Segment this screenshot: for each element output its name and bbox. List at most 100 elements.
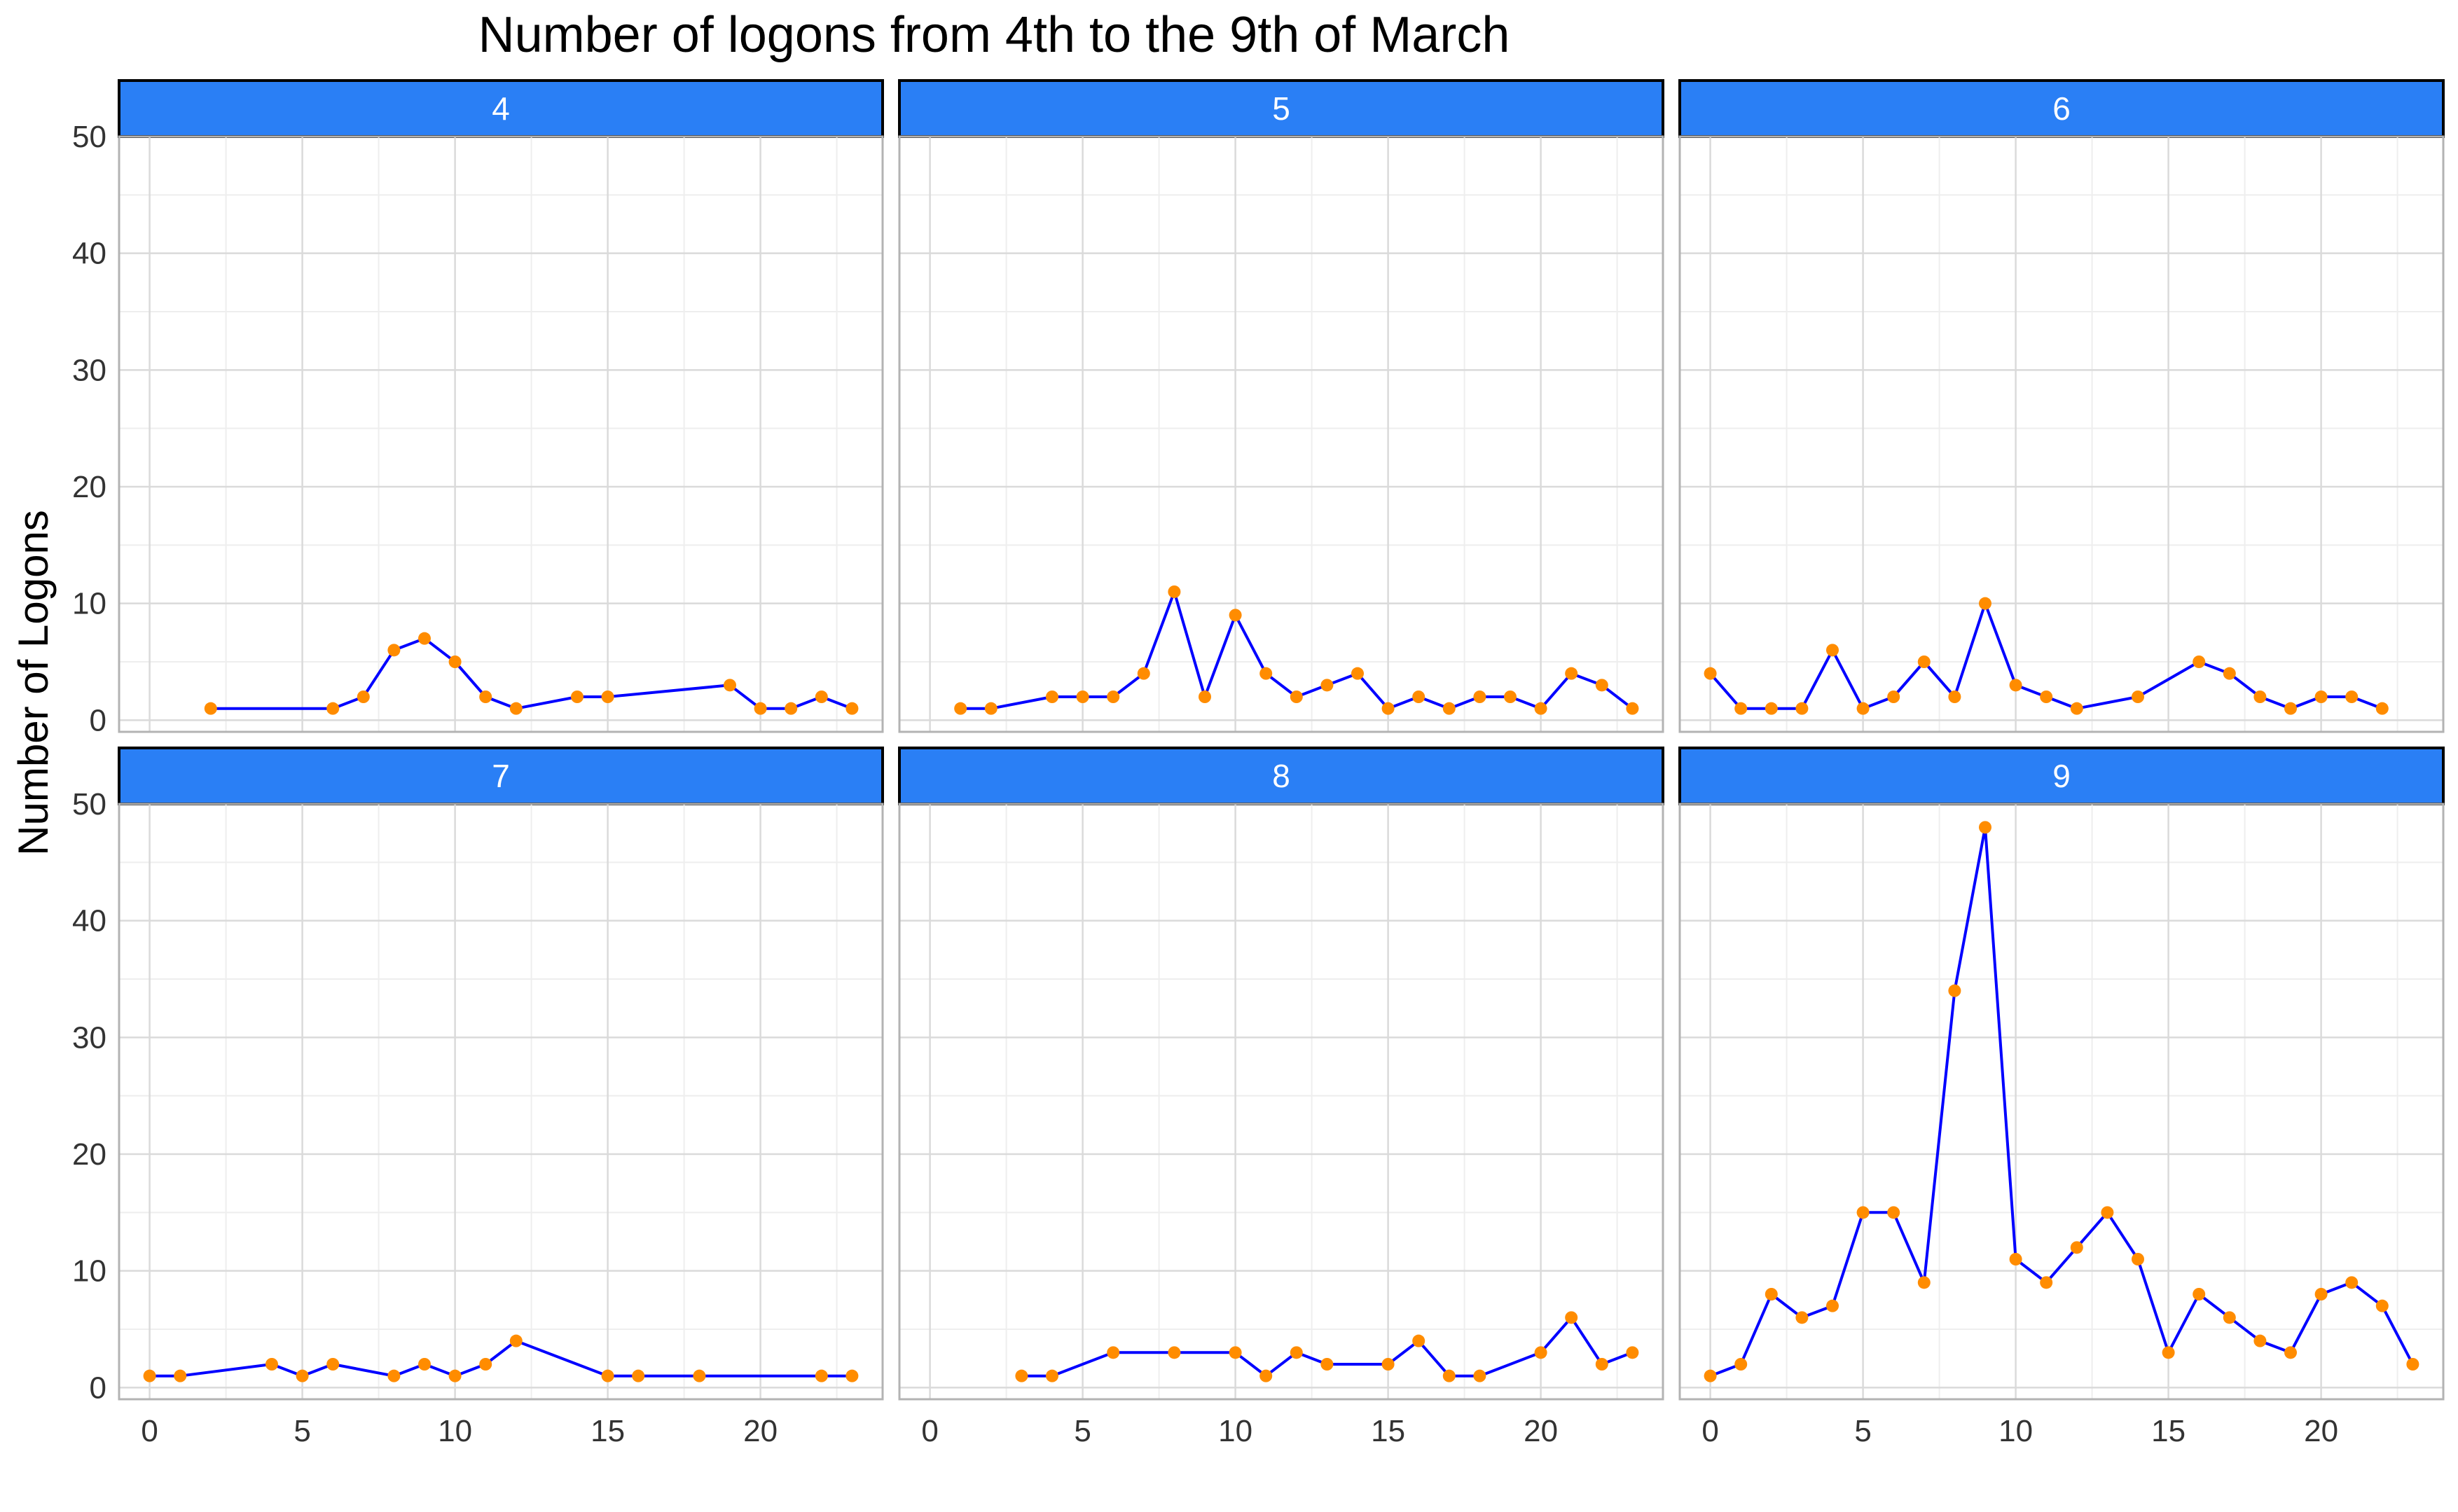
panel-border bbox=[1678, 135, 2445, 733]
facet-strip bbox=[118, 747, 884, 805]
x-tick-label: 20 bbox=[743, 1414, 778, 1448]
data-point bbox=[1412, 1334, 1425, 1347]
data-point bbox=[1137, 667, 1150, 680]
data-point bbox=[326, 702, 340, 715]
data-point bbox=[1917, 656, 1931, 668]
data-point bbox=[479, 1358, 492, 1371]
data-point bbox=[2132, 691, 2144, 703]
data-point bbox=[1229, 609, 1242, 622]
data-point bbox=[296, 1369, 309, 1382]
facet-strip bbox=[1678, 747, 2445, 805]
data-point bbox=[1856, 702, 1870, 715]
data-point bbox=[1856, 1206, 1870, 1219]
x-tick-label: 15 bbox=[591, 1414, 625, 1448]
panel-border bbox=[898, 803, 1664, 1401]
x-tick-label: 0 bbox=[921, 1414, 938, 1448]
x-tick-label: 0 bbox=[141, 1414, 158, 1448]
data-point bbox=[1979, 597, 1991, 610]
series-line bbox=[960, 590, 1634, 710]
data-point bbox=[1320, 679, 1334, 692]
data-point bbox=[1504, 691, 1517, 703]
data-point bbox=[1948, 984, 1961, 997]
data-point bbox=[632, 1369, 645, 1382]
panel-border bbox=[1678, 803, 2445, 1401]
facet-strip-label: 9 bbox=[2052, 758, 2071, 794]
data-point bbox=[1351, 667, 1364, 680]
data-point bbox=[1979, 821, 1991, 834]
facet-panel-9: 9 0 5 10 15 20 bbox=[1678, 747, 2445, 1448]
data-point bbox=[1704, 1369, 1717, 1382]
data-point bbox=[1412, 691, 1425, 703]
series-line bbox=[1709, 826, 2415, 1378]
data-point bbox=[601, 1369, 614, 1382]
data-point bbox=[1595, 1358, 1608, 1371]
chart-title: Number of logons from 4th to the 9th of … bbox=[478, 7, 1510, 63]
data-point bbox=[1595, 679, 1608, 692]
data-point bbox=[1290, 1346, 1303, 1359]
facet-strip-label: 4 bbox=[492, 90, 510, 127]
data-point bbox=[1795, 702, 1809, 715]
data-point bbox=[509, 1334, 523, 1347]
data-point bbox=[357, 691, 370, 703]
data-point bbox=[2253, 1334, 2267, 1347]
data-point bbox=[2223, 667, 2236, 680]
y-tick-label: 0 bbox=[90, 703, 106, 737]
data-point bbox=[2223, 1311, 2236, 1324]
y-tick-label: 10 bbox=[72, 587, 106, 621]
panel-border bbox=[898, 135, 1664, 733]
y-tick-label: 50 bbox=[72, 120, 106, 154]
y-tick-label: 20 bbox=[72, 1137, 106, 1172]
data-point bbox=[1626, 1346, 1639, 1359]
facet-strip-label: 6 bbox=[2052, 90, 2071, 127]
y-tick-label: 40 bbox=[72, 237, 106, 271]
data-point bbox=[1107, 1346, 1120, 1359]
data-point bbox=[143, 1369, 156, 1382]
y-tick-label: 0 bbox=[90, 1371, 106, 1405]
panel-border bbox=[118, 135, 884, 733]
data-point bbox=[448, 656, 462, 668]
data-point bbox=[2009, 679, 2022, 692]
data-point bbox=[2009, 1253, 2022, 1265]
x-tick-label: 0 bbox=[1701, 1414, 1718, 1448]
data-point bbox=[1199, 691, 1211, 703]
data-point bbox=[724, 679, 736, 692]
x-tick-label: 20 bbox=[2304, 1414, 2338, 1448]
data-point bbox=[2375, 1299, 2389, 1312]
data-point bbox=[1887, 1206, 1900, 1219]
data-point bbox=[2132, 1253, 2144, 1265]
data-point bbox=[1534, 1346, 1547, 1359]
data-point bbox=[1565, 667, 1578, 680]
data-point bbox=[984, 702, 997, 715]
data-point bbox=[2345, 1276, 2359, 1289]
x-tick-label: 5 bbox=[1854, 1414, 1871, 1448]
data-point bbox=[1259, 667, 1273, 680]
data-point bbox=[1826, 1299, 1839, 1312]
data-point bbox=[1473, 691, 1486, 703]
data-point bbox=[2101, 1206, 2114, 1219]
data-point bbox=[1534, 702, 1547, 715]
data-point bbox=[1565, 1311, 1578, 1324]
data-point bbox=[2345, 691, 2359, 703]
data-point bbox=[601, 691, 614, 703]
data-point bbox=[2314, 1288, 2328, 1301]
data-point bbox=[204, 702, 217, 715]
facet-panel-7: 7 0 10 20 30 40 50 0 5 10 15 20 bbox=[72, 747, 884, 1448]
data-point bbox=[2284, 1346, 2297, 1359]
data-point bbox=[418, 632, 431, 645]
data-point bbox=[2193, 1288, 2206, 1301]
data-point bbox=[1229, 1346, 1242, 1359]
data-point bbox=[2284, 702, 2297, 715]
data-point bbox=[2162, 1346, 2175, 1359]
data-point bbox=[1259, 1369, 1273, 1382]
facet-strip bbox=[1678, 79, 2445, 138]
data-point bbox=[2406, 1358, 2419, 1371]
data-point bbox=[815, 691, 828, 703]
data-point bbox=[845, 702, 859, 715]
panel-border bbox=[118, 803, 884, 1401]
data-point bbox=[387, 644, 401, 657]
data-point bbox=[1734, 1358, 1748, 1371]
data-point bbox=[2253, 691, 2267, 703]
